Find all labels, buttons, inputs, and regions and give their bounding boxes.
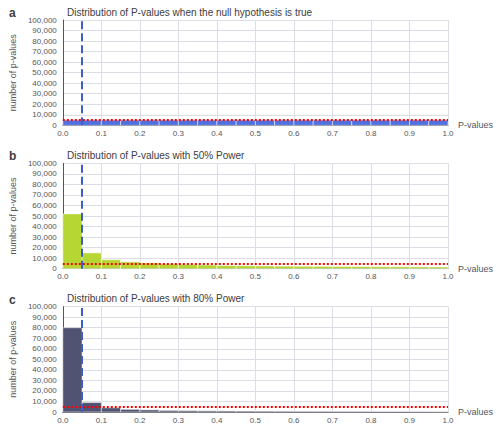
svg-text:80,000: 80,000 (32, 37, 57, 46)
svg-text:0.0: 0.0 (57, 272, 69, 281)
svg-text:50,000: 50,000 (32, 355, 57, 364)
svg-text:0.6: 0.6 (288, 272, 300, 281)
svg-text:90,000: 90,000 (32, 313, 57, 322)
svg-text:0: 0 (52, 120, 57, 130)
svg-text:P-values: P-values (458, 120, 494, 130)
svg-text:0.6: 0.6 (288, 129, 300, 138)
svg-text:70,000: 70,000 (32, 47, 57, 56)
svg-text:0.7: 0.7 (327, 129, 339, 138)
svg-text:Distribution of P-values with: Distribution of P-values with 80% Power (67, 293, 245, 304)
svg-text:80,000: 80,000 (32, 180, 57, 189)
svg-text:0.7: 0.7 (327, 416, 339, 425)
svg-text:0: 0 (52, 407, 57, 417)
svg-text:70,000: 70,000 (32, 334, 57, 343)
svg-text:P-values: P-values (458, 264, 494, 274)
svg-text:0.3: 0.3 (173, 416, 185, 425)
svg-text:number of p-values: number of p-values (8, 177, 18, 255)
svg-text:100,000: 100,000 (28, 159, 57, 168)
svg-text:0.8: 0.8 (365, 129, 377, 138)
svg-text:50,000: 50,000 (32, 212, 57, 221)
svg-text:60,000: 60,000 (32, 344, 57, 353)
svg-text:20,000: 20,000 (32, 243, 57, 252)
svg-text:70,000: 70,000 (32, 190, 57, 199)
svg-text:80,000: 80,000 (32, 323, 57, 332)
svg-text:60,000: 60,000 (32, 58, 57, 67)
svg-text:0.9: 0.9 (404, 272, 416, 281)
svg-text:0.1: 0.1 (96, 272, 108, 281)
svg-text:0.0: 0.0 (57, 129, 69, 138)
svg-text:0.9: 0.9 (404, 416, 416, 425)
svg-text:0: 0 (52, 264, 57, 274)
svg-text:1.0: 1.0 (442, 416, 454, 425)
svg-text:0.4: 0.4 (211, 129, 223, 138)
svg-text:90,000: 90,000 (32, 169, 57, 178)
svg-text:0.5: 0.5 (250, 272, 262, 281)
svg-text:60,000: 60,000 (32, 201, 57, 210)
svg-text:100,000: 100,000 (28, 302, 57, 311)
svg-text:0.0: 0.0 (57, 416, 69, 425)
svg-text:0.2: 0.2 (134, 129, 146, 138)
svg-text:0.5: 0.5 (250, 416, 262, 425)
svg-text:0.3: 0.3 (173, 129, 185, 138)
svg-text:Distribution of P-values with: Distribution of P-values with 50% Power (67, 150, 245, 161)
svg-text:number of p-values: number of p-values (8, 320, 18, 398)
svg-text:0.1: 0.1 (96, 416, 108, 425)
svg-text:0.9: 0.9 (404, 129, 416, 138)
svg-text:90,000: 90,000 (32, 26, 57, 35)
svg-text:0.6: 0.6 (288, 416, 300, 425)
svg-text:30,000: 30,000 (32, 89, 57, 98)
svg-text:number of p-values: number of p-values (8, 34, 18, 112)
svg-text:Distribution of P-values when: Distribution of P-values when the null h… (67, 7, 313, 18)
svg-text:40,000: 40,000 (32, 79, 57, 88)
svg-text:20,000: 20,000 (32, 100, 57, 109)
svg-text:40,000: 40,000 (32, 222, 57, 231)
svg-text:50,000: 50,000 (32, 68, 57, 77)
svg-text:P-values: P-values (458, 407, 494, 417)
svg-text:1.0: 1.0 (442, 129, 454, 138)
svg-text:0.8: 0.8 (365, 416, 377, 425)
svg-text:0.2: 0.2 (134, 416, 146, 425)
svg-text:10,000: 10,000 (32, 254, 57, 263)
svg-text:0.4: 0.4 (211, 272, 223, 281)
svg-text:100,000: 100,000 (28, 16, 57, 25)
svg-text:0.2: 0.2 (134, 272, 146, 281)
svg-text:0.8: 0.8 (365, 272, 377, 281)
svg-text:0.1: 0.1 (96, 129, 108, 138)
svg-text:10,000: 10,000 (32, 397, 57, 406)
svg-text:0.3: 0.3 (173, 272, 185, 281)
svg-text:0.4: 0.4 (211, 416, 223, 425)
svg-text:10,000: 10,000 (32, 110, 57, 119)
svg-text:0.5: 0.5 (250, 129, 262, 138)
svg-text:30,000: 30,000 (32, 376, 57, 385)
svg-text:1.0: 1.0 (442, 272, 454, 281)
svg-text:c: c (9, 293, 16, 307)
svg-text:0.7: 0.7 (327, 272, 339, 281)
svg-text:20,000: 20,000 (32, 386, 57, 395)
svg-text:30,000: 30,000 (32, 233, 57, 242)
svg-text:40,000: 40,000 (32, 365, 57, 374)
svg-text:b: b (9, 149, 16, 163)
svg-text:a: a (9, 6, 16, 20)
